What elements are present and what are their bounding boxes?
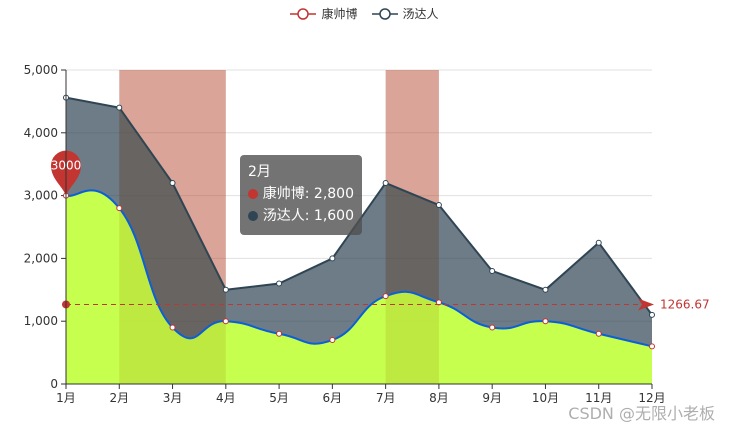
y-tick-label: 4,000	[24, 126, 58, 140]
arrow-icon	[638, 298, 654, 311]
data-point	[489, 324, 496, 331]
x-tick-label: 2月	[109, 391, 129, 405]
data-point	[116, 205, 123, 212]
mark-area-overlay	[119, 70, 226, 384]
line-circle-icon	[371, 7, 398, 20]
legend-label: 康帅博	[321, 7, 358, 21]
y-tick-label: 0	[50, 377, 58, 391]
legend: 康帅博 汤达人	[0, 5, 729, 22]
data-point	[435, 202, 442, 209]
data-point	[169, 324, 176, 331]
data-point	[382, 293, 389, 300]
x-tick-label: 12月	[638, 391, 665, 405]
series-dot-icon	[248, 189, 258, 199]
y-tick-label: 1,000	[24, 314, 58, 328]
area-kangshuaibo	[66, 190, 652, 384]
data-point	[649, 311, 655, 318]
x-tick-label: 3月	[163, 391, 183, 405]
data-point	[329, 255, 336, 262]
data-point	[329, 337, 336, 344]
data-point	[595, 239, 602, 246]
data-point	[382, 180, 389, 187]
x-tick-label: 5月	[269, 391, 289, 405]
x-tick-label: 11月	[585, 391, 612, 405]
x-tick-label: 4月	[216, 391, 236, 405]
mark-line-label: 1266.67	[660, 297, 710, 311]
tooltip-row: 康帅博: 2,800	[262, 186, 354, 202]
data-point	[542, 318, 549, 325]
data-point	[489, 267, 496, 274]
x-tick-label: 8月	[429, 391, 449, 405]
watermark: CSDN @无限小老板	[568, 404, 715, 423]
legend-label: 汤达人	[402, 7, 439, 21]
legend-item-kangshuaibo[interactable]: 康帅博	[290, 5, 358, 22]
x-tick-label: 7月	[376, 391, 396, 405]
tooltip: 2月 康帅博: 2,800 汤达人: 1,600	[240, 155, 362, 235]
y-tick-label: 5,000	[24, 63, 58, 77]
data-point	[276, 280, 283, 287]
data-point	[222, 286, 229, 293]
x-tick-label: 9月	[482, 391, 502, 405]
y-tick-label: 2,000	[24, 251, 58, 265]
data-point	[169, 180, 176, 187]
mark-area-overlay	[385, 70, 439, 384]
legend-item-tangdaren[interactable]: 汤达人	[371, 5, 439, 22]
data-point	[595, 330, 602, 337]
x-tick-label: 10月	[532, 391, 559, 405]
line-circle-icon	[290, 7, 317, 20]
data-point	[222, 318, 229, 325]
x-tick-label: 6月	[323, 391, 343, 405]
data-point	[542, 286, 549, 293]
data-point	[276, 330, 283, 337]
series-dot-icon	[248, 211, 258, 221]
y-tick-label: 3,000	[24, 189, 58, 203]
x-tick-label: 1月	[56, 391, 76, 405]
data-point	[649, 343, 655, 350]
tooltip-title: 2月	[248, 164, 271, 180]
data-point	[116, 104, 123, 111]
tooltip-row: 汤达人: 1,600	[262, 208, 354, 224]
